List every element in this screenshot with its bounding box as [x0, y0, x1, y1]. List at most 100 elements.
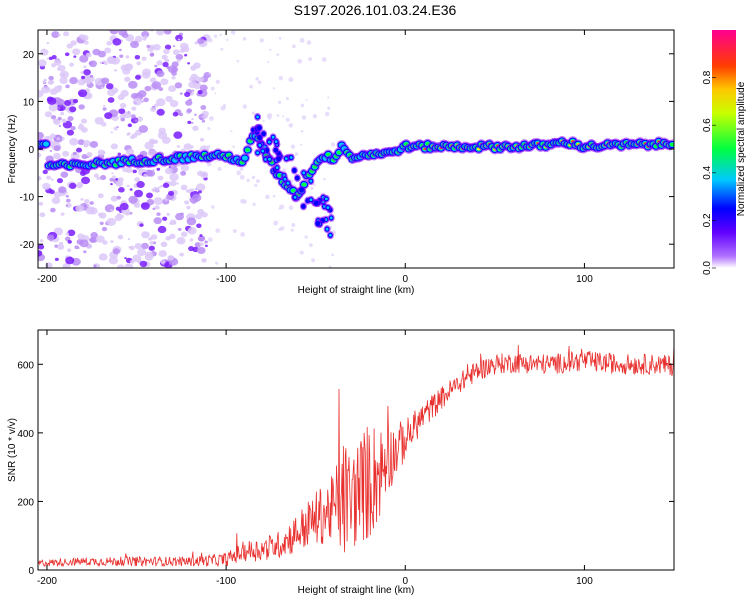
noise-blob	[134, 42, 137, 45]
noise-blob	[207, 37, 213, 43]
noise-blob	[206, 144, 211, 149]
noise-blob	[141, 56, 147, 61]
noise-blob	[156, 70, 165, 78]
noise-blob	[199, 84, 208, 92]
noise-blob	[180, 184, 188, 191]
noise-blob	[168, 85, 177, 93]
ridge-blob	[283, 177, 287, 181]
noise-blob	[220, 105, 226, 111]
noise-blob	[198, 76, 205, 82]
noise-blob	[46, 57, 50, 60]
noise-blob	[132, 169, 137, 174]
noise-blob	[74, 245, 79, 250]
noise-blob	[276, 114, 280, 117]
noise-blob	[184, 53, 188, 57]
noise-blob	[186, 108, 192, 113]
noise-blob	[69, 106, 77, 113]
noise-blob	[73, 55, 77, 58]
noise-blob	[151, 81, 162, 90]
noise-blob	[79, 55, 89, 63]
noise-blob	[169, 180, 177, 187]
noise-blob	[123, 63, 133, 72]
noise-blob	[183, 143, 192, 150]
noise-blob	[217, 166, 222, 172]
noise-blob	[54, 257, 59, 262]
noise-blob	[312, 114, 318, 119]
noise-blob	[56, 178, 64, 184]
noise-blob	[64, 236, 71, 242]
noise-blob	[299, 250, 304, 255]
noise-blob	[150, 106, 157, 112]
y-tick-label: 200	[17, 497, 34, 508]
noise-blob	[177, 38, 181, 41]
noise-blob	[201, 258, 207, 263]
noise-blob	[324, 111, 330, 117]
noise-blob	[57, 85, 63, 90]
noise-blob	[194, 113, 197, 116]
noise-blob	[204, 240, 208, 244]
noise-blob	[69, 182, 77, 189]
noise-blob	[118, 108, 126, 115]
noise-blob	[85, 207, 95, 215]
noise-blob	[64, 100, 72, 106]
noise-blob	[131, 133, 138, 139]
noise-blob	[165, 236, 171, 241]
noise-blob	[310, 186, 314, 190]
noise-blob	[83, 69, 91, 76]
noise-blob	[313, 183, 316, 187]
noise-blob	[174, 82, 183, 89]
noise-blob	[164, 44, 172, 50]
noise-blob	[267, 60, 270, 63]
noise-blob	[215, 261, 219, 265]
noise-blob	[276, 53, 280, 57]
noise-blob	[106, 217, 117, 226]
noise-blob	[49, 189, 55, 195]
noise-blob	[179, 48, 185, 53]
ridge-blob	[257, 134, 262, 141]
noise-blob	[162, 61, 169, 68]
noise-blob	[278, 207, 281, 210]
noise-blob	[269, 48, 272, 52]
noise-blob	[38, 176, 42, 181]
noise-blob	[138, 125, 149, 133]
noise-blob	[232, 228, 237, 233]
noise-blob	[53, 152, 61, 160]
noise-blob	[99, 61, 103, 64]
noise-blob	[148, 245, 155, 251]
noise-blob	[236, 59, 240, 63]
noise-blob	[115, 206, 121, 211]
noise-blob	[196, 246, 206, 255]
noise-blob	[180, 231, 188, 237]
noise-blob	[176, 236, 186, 245]
noise-blob	[328, 265, 332, 268]
noise-blob	[48, 56, 53, 61]
noise-blob	[98, 253, 108, 261]
noise-blob	[214, 92, 217, 95]
noise-blob	[61, 118, 67, 124]
noise-blob	[101, 77, 110, 85]
noise-blob	[110, 195, 118, 202]
noise-blob	[81, 176, 91, 185]
noise-blob	[176, 59, 181, 63]
noise-blob	[44, 111, 53, 118]
noise-blob	[104, 62, 108, 66]
noise-blob	[156, 60, 163, 66]
noise-blob	[154, 205, 160, 210]
noise-blob	[127, 238, 131, 241]
ridge-blob	[286, 181, 290, 185]
noise-blob	[294, 152, 299, 156]
noise-blob	[81, 75, 86, 80]
noise-blob	[144, 141, 154, 150]
y-tick-label: 400	[17, 429, 34, 440]
noise-blob	[290, 144, 296, 149]
noise-blob	[136, 61, 141, 66]
noise-blob	[127, 123, 133, 128]
noise-blob	[172, 49, 180, 56]
noise-blob	[160, 259, 166, 264]
noise-blob	[66, 198, 71, 203]
noise-blob	[300, 103, 305, 108]
noise-blob	[169, 173, 179, 182]
noise-blob	[153, 197, 163, 205]
noise-blob	[137, 90, 147, 98]
noise-blob	[102, 107, 107, 111]
